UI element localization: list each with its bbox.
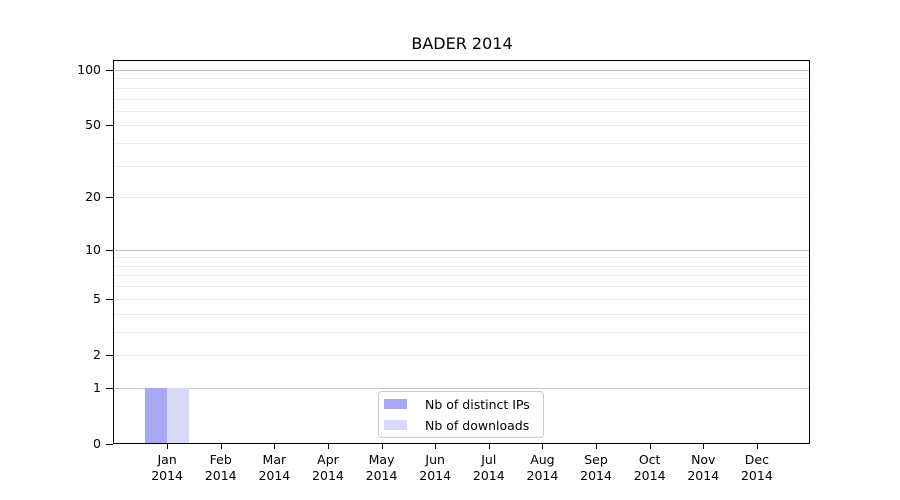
x-tick-month: May	[368, 452, 395, 467]
gridline-minor	[114, 286, 810, 288]
x-tick-label: May 2014	[352, 452, 412, 484]
gridline-minor	[114, 331, 810, 333]
x-tick	[542, 444, 544, 449]
x-tick	[167, 444, 169, 449]
x-tick-label: Jan 2014	[137, 452, 197, 484]
x-tick-month: Feb	[209, 452, 232, 467]
legend-label: Nb of downloads	[425, 417, 530, 433]
x-tick-month: Oct	[638, 452, 661, 467]
x-tick-year: 2014	[740, 468, 773, 483]
x-tick-month: Nov	[691, 452, 716, 467]
bar-nb-of-downloads	[167, 387, 190, 443]
legend: Nb of distinct IPs Nb of downloads	[378, 391, 544, 438]
x-tick-month: Jan	[157, 452, 177, 467]
y-tick-label: 20	[85, 189, 101, 205]
bar-nb-of-distinct-ips	[145, 387, 168, 443]
x-tick-month: Sep	[584, 452, 608, 467]
x-tick-label: Oct 2014	[620, 452, 680, 484]
gridline-minor	[114, 110, 810, 112]
y-tick	[106, 298, 113, 300]
gridline-minor	[114, 313, 810, 315]
x-tick	[649, 444, 651, 449]
x-tick-month: Jul	[481, 452, 497, 467]
x-tick-month: Mar	[262, 452, 287, 467]
x-tick-label: Jun 2014	[405, 452, 465, 484]
y-tick	[106, 249, 113, 251]
chart-title: BADER 2014	[411, 34, 513, 53]
y-tick	[106, 387, 113, 389]
y-tick-label: 100	[77, 62, 101, 77]
y-tick	[106, 70, 113, 71]
x-tick-year: 2014	[633, 468, 666, 483]
x-tick-year: 2014	[365, 468, 398, 483]
x-tick-label: Dec 2014	[727, 452, 787, 484]
x-tick	[703, 444, 705, 449]
y-tick-label: 50	[85, 117, 101, 133]
y-tick	[106, 354, 113, 356]
legend-swatch	[384, 399, 407, 409]
x-tick	[327, 444, 329, 449]
x-tick-month: Apr	[317, 452, 339, 467]
gridline-minor	[114, 125, 810, 127]
x-tick	[381, 444, 383, 449]
x-tick	[488, 444, 490, 449]
x-tick-label: Nov 2014	[673, 452, 733, 484]
gridline-minor	[114, 354, 810, 356]
gridline-major	[114, 70, 810, 71]
y-tick-label: 1	[93, 379, 101, 395]
y-tick	[106, 125, 113, 127]
x-tick	[274, 444, 276, 449]
x-tick-label: Apr 2014	[298, 452, 358, 484]
x-tick-year: 2014	[419, 468, 452, 483]
x-tick-year: 2014	[258, 468, 291, 483]
gridline-minor	[114, 197, 810, 199]
gridline-minor	[114, 265, 810, 267]
legend-row: Nb of downloads	[384, 416, 543, 434]
x-tick-month: Dec	[744, 452, 769, 467]
legend-row: Nb of distinct IPs	[384, 395, 543, 413]
x-tick-label: Jul 2014	[459, 452, 519, 484]
x-tick	[596, 444, 598, 449]
gridline-minor	[114, 257, 810, 259]
plot-frame	[113, 60, 810, 444]
y-tick	[106, 444, 113, 445]
x-tick-year: 2014	[687, 468, 720, 483]
x-tick-label: Mar 2014	[244, 452, 304, 484]
gridline-minor	[114, 78, 810, 80]
x-tick-year: 2014	[580, 468, 612, 483]
x-tick-label: Sep 2014	[566, 452, 626, 484]
x-tick-year: 2014	[472, 468, 505, 483]
x-tick	[756, 444, 758, 449]
x-tick-year: 2014	[151, 468, 184, 483]
gridline-minor	[114, 298, 810, 300]
y-tick-label: 0	[93, 436, 101, 451]
gridline-minor	[114, 275, 810, 277]
gridline-minor	[114, 87, 810, 89]
y-tick	[106, 197, 113, 199]
gridline-minor	[114, 98, 810, 100]
gridline-major	[114, 249, 810, 251]
legend-label: Nb of distinct IPs	[425, 396, 530, 412]
gridline-minor	[114, 143, 810, 145]
y-tick-label: 5	[93, 290, 101, 306]
x-tick-label: Aug 2014	[512, 452, 572, 484]
gridline-minor	[114, 165, 810, 167]
x-tick-month: Jun	[425, 452, 445, 467]
x-tick-year: 2014	[526, 468, 559, 483]
x-tick-year: 2014	[204, 468, 237, 483]
x-tick-month: Aug	[530, 452, 555, 467]
x-tick-label: Feb 2014	[191, 452, 251, 484]
x-tick-year: 2014	[312, 468, 344, 483]
gridline-major	[114, 387, 810, 389]
y-tick-label: 10	[85, 241, 101, 257]
y-tick-label: 2	[93, 346, 101, 362]
x-tick	[220, 444, 222, 449]
legend-swatch	[384, 420, 407, 430]
x-tick	[435, 444, 437, 449]
